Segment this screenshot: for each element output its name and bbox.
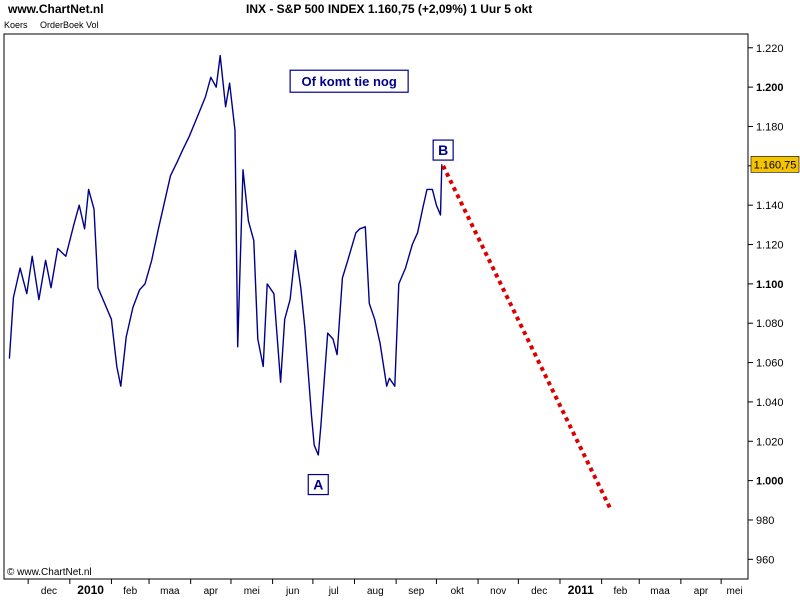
y-tick-label: 1.180 bbox=[756, 121, 784, 133]
x-tick-label: feb bbox=[123, 586, 137, 597]
y-tick-label: 980 bbox=[756, 515, 774, 527]
x-tick-label: dec bbox=[531, 586, 547, 597]
y-tick-label: 1.000 bbox=[756, 476, 784, 488]
y-tick-label: 1.140 bbox=[756, 200, 784, 212]
y-tick-label: 1.220 bbox=[756, 43, 784, 55]
y-tick-label: 1.060 bbox=[756, 358, 784, 370]
x-tick-label: feb bbox=[613, 586, 627, 597]
price-line bbox=[8, 54, 443, 456]
watermark: © www.ChartNet.nl bbox=[7, 567, 92, 578]
x-tick-label: sep bbox=[408, 586, 425, 597]
y-tick-label: 1.100 bbox=[756, 279, 784, 291]
last-price-label: 1.160,75 bbox=[754, 159, 797, 171]
y-tick-label: 1.080 bbox=[756, 318, 784, 330]
x-tick-label: jul bbox=[328, 586, 339, 597]
annotation-wave-box bbox=[432, 139, 454, 161]
instrument-title: INX - S&P 500 INDEX 1.160,75 (+2,09%) 1 … bbox=[246, 2, 533, 16]
annotation-wave-label: B bbox=[438, 142, 448, 158]
y-tick-label: 960 bbox=[756, 554, 774, 566]
annotation-title-box bbox=[289, 69, 409, 93]
site-name: www.ChartNet.nl bbox=[8, 2, 104, 16]
x-tick-label: mei bbox=[727, 586, 743, 597]
plot-area bbox=[3, 33, 749, 580]
x-tick-label: jun bbox=[285, 586, 299, 597]
x-tick-label: okt bbox=[451, 586, 465, 597]
y-tick-label: 1.040 bbox=[756, 397, 784, 409]
annotation-title: Of komt tie nog bbox=[301, 74, 396, 89]
last-price-tag bbox=[750, 156, 800, 173]
x-tick-label: nov bbox=[490, 586, 506, 597]
x-tick-label: maa bbox=[650, 586, 670, 597]
tab-orderboek-vol[interactable]: OrderBoek Vol bbox=[40, 20, 99, 30]
y-tick-label: 1.120 bbox=[756, 240, 784, 252]
tab-koers[interactable]: Koers bbox=[4, 20, 28, 30]
annotation-wave-box bbox=[307, 473, 329, 496]
annotation-wave-label: A bbox=[313, 477, 323, 493]
x-tick-label: dec bbox=[41, 586, 57, 597]
x-tick-label: 2010 bbox=[77, 583, 104, 597]
x-tick-label: apr bbox=[204, 586, 219, 597]
y-tick-label: 1.020 bbox=[756, 436, 784, 448]
y-tick-label: 1.200 bbox=[756, 82, 784, 94]
x-tick-label: mei bbox=[244, 586, 260, 597]
indicator-tabs: Koers OrderBoek Vol bbox=[4, 20, 109, 30]
x-tick-label: 2011 bbox=[568, 583, 594, 597]
x-tick-label: apr bbox=[694, 586, 709, 597]
x-tick-label: aug bbox=[367, 586, 384, 597]
x-tick-label: maa bbox=[160, 586, 180, 597]
